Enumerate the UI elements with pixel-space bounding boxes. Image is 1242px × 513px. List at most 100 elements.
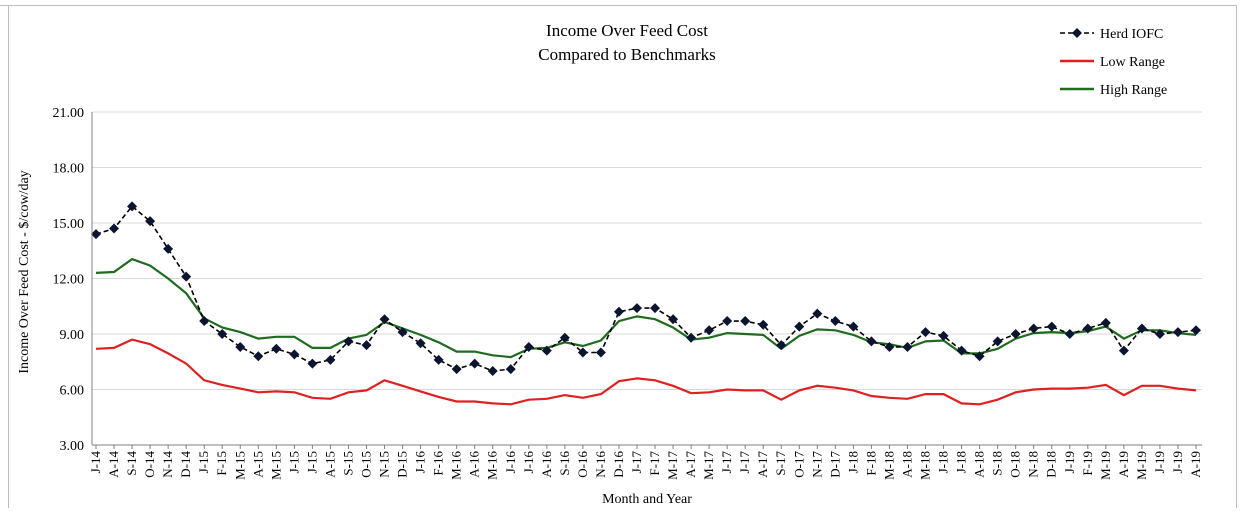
- data-point-herd-iofc: [289, 349, 300, 360]
- x-tick-label: O-18: [1008, 451, 1023, 478]
- data-point-herd-iofc: [1010, 329, 1021, 339]
- data-point-herd-iofc: [613, 306, 624, 317]
- data-point-herd-iofc: [686, 332, 697, 343]
- data-point-herd-iofc: [1028, 323, 1039, 334]
- x-tick-label: M-16: [485, 451, 500, 480]
- data-point-herd-iofc: [956, 345, 967, 356]
- y-tick-label: 18.00: [53, 162, 85, 177]
- x-tick-label: A-14: [106, 451, 121, 478]
- y-tick-label: 12.00: [53, 273, 85, 288]
- legend: Herd IOFC Low Range High Range: [1060, 27, 1167, 98]
- y-tick-label: 6.00: [60, 384, 85, 399]
- x-tick-label: N-15: [377, 451, 392, 478]
- data-point-herd-iofc: [595, 347, 606, 358]
- y-tick-label: 15.00: [53, 217, 85, 232]
- x-tick-label: J-18: [954, 451, 969, 473]
- x-tick-label: A-18: [899, 451, 914, 478]
- data-point-herd-iofc: [650, 303, 661, 314]
- x-tick-label: S-18: [990, 451, 1005, 476]
- data-point-herd-iofc: [631, 303, 642, 314]
- data-point-herd-iofc: [740, 316, 751, 327]
- data-point-herd-iofc: [127, 201, 138, 212]
- gridlines: [92, 111, 1202, 390]
- x-tick-label: M-17: [665, 451, 680, 480]
- x-tick-label: N-14: [160, 451, 175, 478]
- data-point-herd-iofc: [668, 314, 679, 325]
- data-point-herd-iofc: [361, 340, 372, 351]
- x-tick-label: N-17: [809, 451, 824, 478]
- data-point-herd-iofc: [1136, 323, 1147, 334]
- frame-right-border: [1236, 5, 1237, 508]
- x-tick-label: J-16: [521, 451, 536, 474]
- data-point-herd-iofc: [217, 329, 228, 339]
- x-tick-label: S-15: [340, 451, 355, 476]
- y-axis-label: Income Over Feed Cost - $/cow/day: [17, 170, 32, 373]
- x-tick-label: J-16: [413, 451, 428, 474]
- x-axis-label: Month and Year: [602, 492, 692, 507]
- x-tick-label: D-15: [395, 451, 410, 478]
- data-point-herd-iofc: [505, 364, 516, 375]
- x-tick-label: A-17: [755, 451, 770, 478]
- x-tick-label: O-17: [791, 451, 806, 478]
- frame-top-border: [0, 5, 1236, 6]
- data-point-herd-iofc: [145, 216, 156, 227]
- x-tick-label: A-15: [250, 451, 265, 478]
- data-point-herd-iofc: [866, 336, 877, 347]
- data-point-herd-iofc: [91, 229, 101, 240]
- y-tick-label: 21.00: [53, 106, 85, 121]
- x-tick-label: F-19: [1080, 451, 1095, 476]
- data-point-herd-iofc: [163, 243, 174, 254]
- data-point-herd-iofc: [469, 358, 480, 369]
- x-tick-label: F-18: [863, 451, 878, 476]
- x-tick-label: J-19: [1062, 451, 1077, 473]
- chart-title-line-2: Compared to Benchmarks: [538, 45, 716, 64]
- x-tick-label: S-17: [773, 451, 788, 476]
- x-tick-label: M-17: [701, 451, 716, 480]
- legend-label-low-range: Low Range: [1100, 55, 1165, 70]
- y-tick-label: 3.00: [60, 439, 85, 454]
- x-tick-label: O-14: [142, 451, 157, 478]
- data-point-herd-iofc: [1154, 329, 1165, 339]
- data-point-herd-iofc: [343, 336, 354, 347]
- data-point-herd-iofc: [812, 308, 823, 319]
- data-point-herd-iofc: [1064, 329, 1075, 339]
- x-tick-label: M-18: [881, 451, 896, 480]
- data-point-herd-iofc: [199, 316, 210, 327]
- x-tick-label: A-18: [972, 451, 987, 478]
- x-tick-label: J-17: [719, 451, 734, 474]
- x-tick-label: M-18: [918, 451, 933, 480]
- x-tick-label: F-15: [214, 451, 229, 476]
- x-tick-label: S-16: [557, 451, 572, 476]
- data-point-herd-iofc: [1172, 327, 1183, 338]
- x-tick-label: A-19: [1188, 451, 1203, 478]
- data-point-herd-iofc: [848, 321, 859, 332]
- x-tick-label: J-15: [304, 451, 319, 473]
- data-point-herd-iofc: [253, 351, 264, 362]
- data-point-herd-iofc: [1046, 321, 1057, 332]
- data-point-herd-iofc: [938, 330, 949, 341]
- data-point-herd-iofc: [235, 341, 246, 352]
- x-tick-label: J-19: [1152, 451, 1167, 473]
- x-tick-label: A-16: [539, 451, 554, 478]
- chart-title-line-1: Income Over Feed Cost: [546, 21, 708, 40]
- x-tick-label: A-19: [1116, 451, 1131, 478]
- x-tick-label: N-18: [1026, 451, 1041, 478]
- data-point-herd-iofc: [902, 341, 913, 352]
- data-point-herd-iofc: [271, 343, 282, 354]
- data-point-herd-iofc: [992, 336, 1003, 347]
- data-point-herd-iofc: [541, 345, 552, 356]
- series-layer: [91, 201, 1201, 406]
- series-line-high-range: [95, 257, 1197, 359]
- x-tick-label: J-14: [88, 451, 103, 474]
- x-tick-label: D-16: [611, 451, 626, 478]
- data-point-herd-iofc: [523, 341, 534, 352]
- data-point-herd-iofc: [307, 358, 318, 369]
- data-point-herd-iofc: [559, 332, 570, 343]
- data-point-herd-iofc: [722, 316, 733, 327]
- data-point-herd-iofc: [704, 325, 715, 336]
- data-point-herd-iofc: [379, 314, 390, 325]
- data-point-herd-iofc: [920, 327, 931, 338]
- data-point-herd-iofc: [181, 271, 192, 282]
- data-point-herd-iofc: [451, 364, 462, 375]
